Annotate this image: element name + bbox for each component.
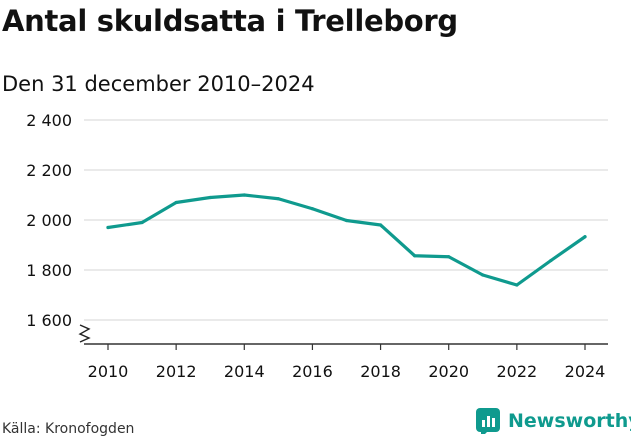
data-point [583, 235, 587, 239]
data-point [481, 273, 485, 277]
newsworthy-brand[interactable]: Newsworthy [476, 408, 631, 434]
data-point [208, 195, 212, 200]
newsworthy-logo-icon [476, 408, 500, 434]
data-point [344, 218, 349, 223]
series-line [106, 193, 587, 287]
chart-title: Antal skuldsatta i Trelleborg [2, 4, 458, 38]
y-tick-label: 2 200 [26, 161, 72, 180]
data-point [378, 223, 383, 227]
x-tick-label: 2016 [292, 362, 333, 381]
x-tick-label: 2024 [565, 362, 606, 381]
x-tick-label: 2010 [88, 362, 129, 381]
chart-subtitle: Den 31 december 2010–2024 [2, 72, 315, 96]
data-point [242, 193, 246, 197]
brand-name: Newsworthy [508, 410, 631, 432]
data-point [106, 225, 110, 230]
axis-break-icon [78, 324, 91, 343]
x-tick-label: 2014 [224, 362, 265, 381]
data-point [276, 197, 280, 201]
y-tick-label: 1 800 [26, 261, 72, 280]
source-note: Källa: Kronofogden [2, 421, 135, 437]
data-point [549, 258, 553, 263]
y-tick-label: 1 600 [26, 311, 72, 330]
y-tick-label: 2 000 [26, 211, 72, 230]
data-point [140, 220, 144, 225]
x-tick-label: 2018 [360, 362, 401, 381]
data-point [447, 255, 451, 259]
x-tick-label: 2020 [428, 362, 469, 381]
data-point [413, 254, 417, 258]
x-tick-label: 2022 [496, 362, 537, 381]
y-tick-label: 2 400 [26, 111, 72, 130]
data-point [174, 200, 178, 205]
x-tick-label: 2012 [156, 362, 197, 381]
data-point [515, 283, 519, 287]
data-point [310, 207, 315, 211]
